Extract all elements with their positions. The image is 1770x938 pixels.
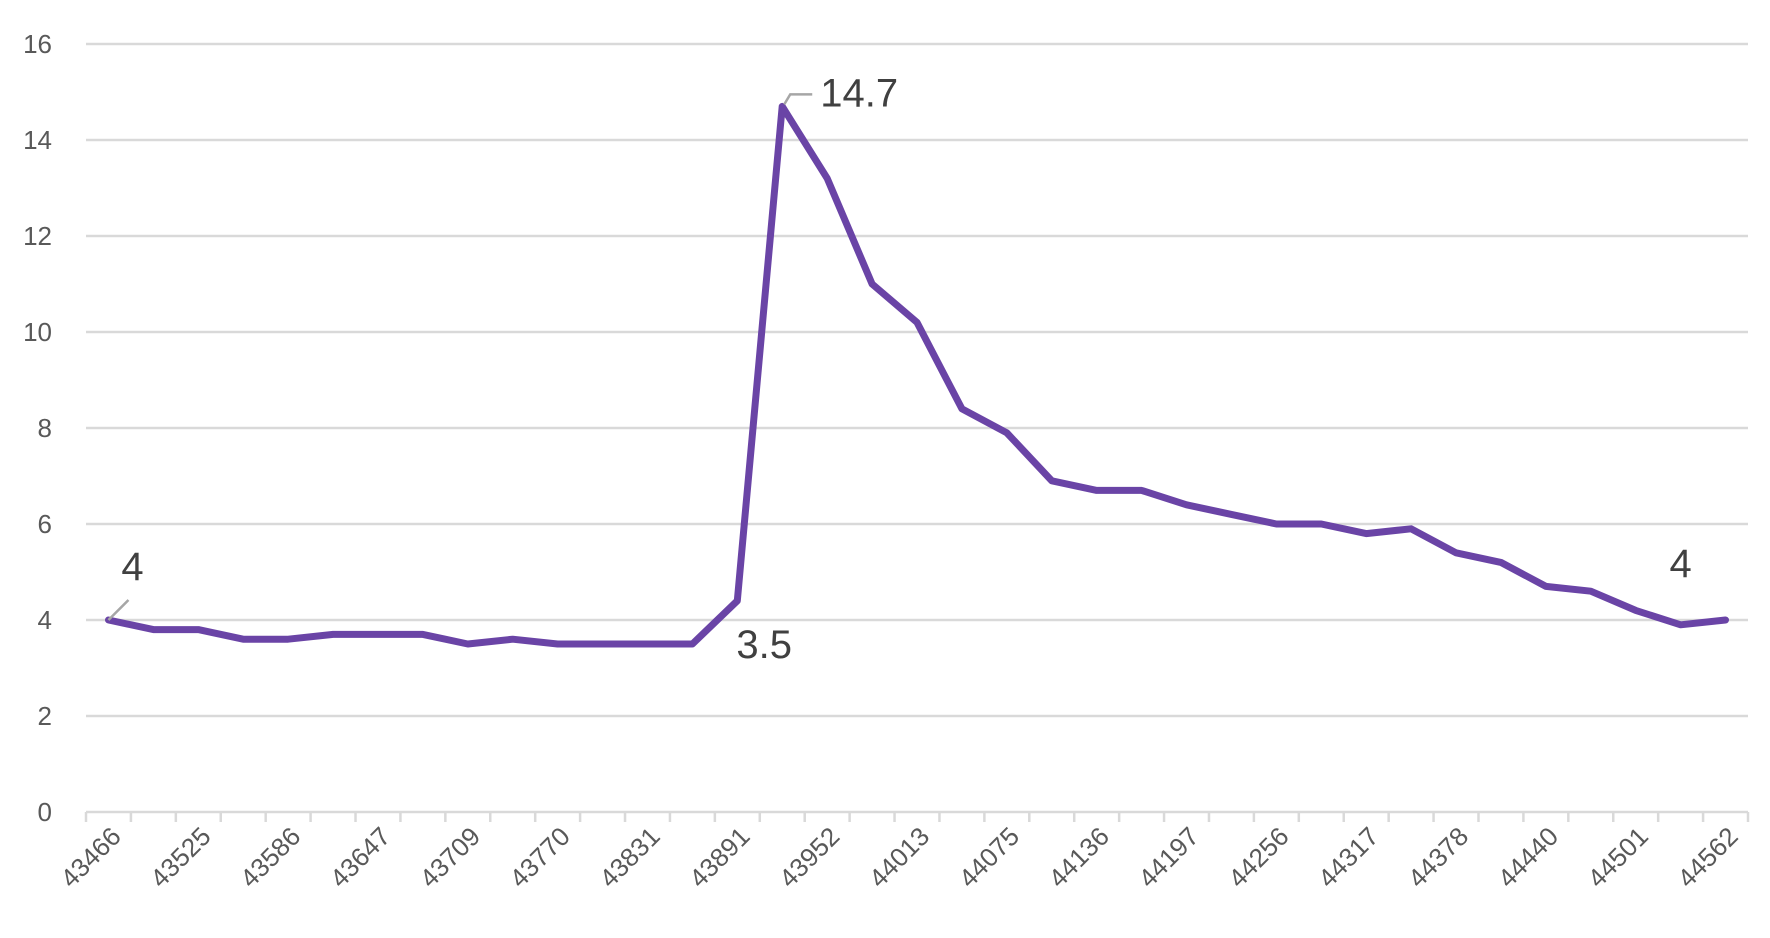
y-tick-label: 0 (38, 797, 52, 827)
y-tick-label: 8 (38, 413, 52, 443)
y-tick-label: 14 (23, 125, 52, 155)
x-tick-label: 43586 (234, 821, 306, 893)
y-tick-label: 4 (38, 605, 52, 635)
x-tick-label: 43891 (683, 821, 755, 893)
x-tick-label: 44317 (1312, 821, 1384, 893)
x-tick-label: 44378 (1402, 821, 1474, 893)
x-tick-label: 43831 (593, 821, 665, 893)
y-tick-label: 10 (23, 317, 52, 347)
y-tick-label: 16 (23, 29, 52, 59)
data-label: 4 (121, 545, 143, 589)
x-tick-label: 44440 (1492, 821, 1564, 893)
data-label-leader (783, 93, 813, 106)
data-label: 4 (1669, 542, 1691, 586)
series-line (105, 102, 1729, 648)
y-tick-label: 2 (38, 701, 52, 731)
y-tick-label: 6 (38, 509, 52, 539)
x-tick-label: 44501 (1582, 821, 1654, 893)
x-tick-label: 44013 (863, 821, 935, 893)
y-axis-tick-labels: 0 2 4 6 8 10 12 14 16 (23, 29, 52, 827)
x-tick-label: 43952 (773, 821, 845, 893)
x-tick-label: 43466 (54, 821, 126, 893)
data-label: 3.5 (736, 623, 792, 667)
x-axis: 43466 43525 43586 43647 43709 43770 43831 43891… (54, 812, 1750, 893)
data-label: 14.7 (820, 71, 898, 115)
series-layer (105, 102, 1729, 648)
data-label-leader (107, 599, 130, 621)
x-tick-label: 44075 (953, 821, 1025, 893)
x-tick-label: 44256 (1222, 821, 1294, 893)
y-tick-label: 12 (23, 221, 52, 251)
x-tick-label: 44136 (1043, 821, 1115, 893)
x-tick-label: 43647 (324, 821, 396, 893)
x-tick-label: 43770 (504, 821, 576, 893)
x-tick-label: 43525 (144, 821, 216, 893)
data-labels: 4 3.5 14.7 4 (107, 71, 1692, 667)
x-tick-label: 44197 (1132, 821, 1204, 893)
gridlines (86, 42, 1748, 814)
x-tick-label: 44562 (1671, 821, 1743, 893)
x-tick-label: 43709 (414, 821, 486, 893)
